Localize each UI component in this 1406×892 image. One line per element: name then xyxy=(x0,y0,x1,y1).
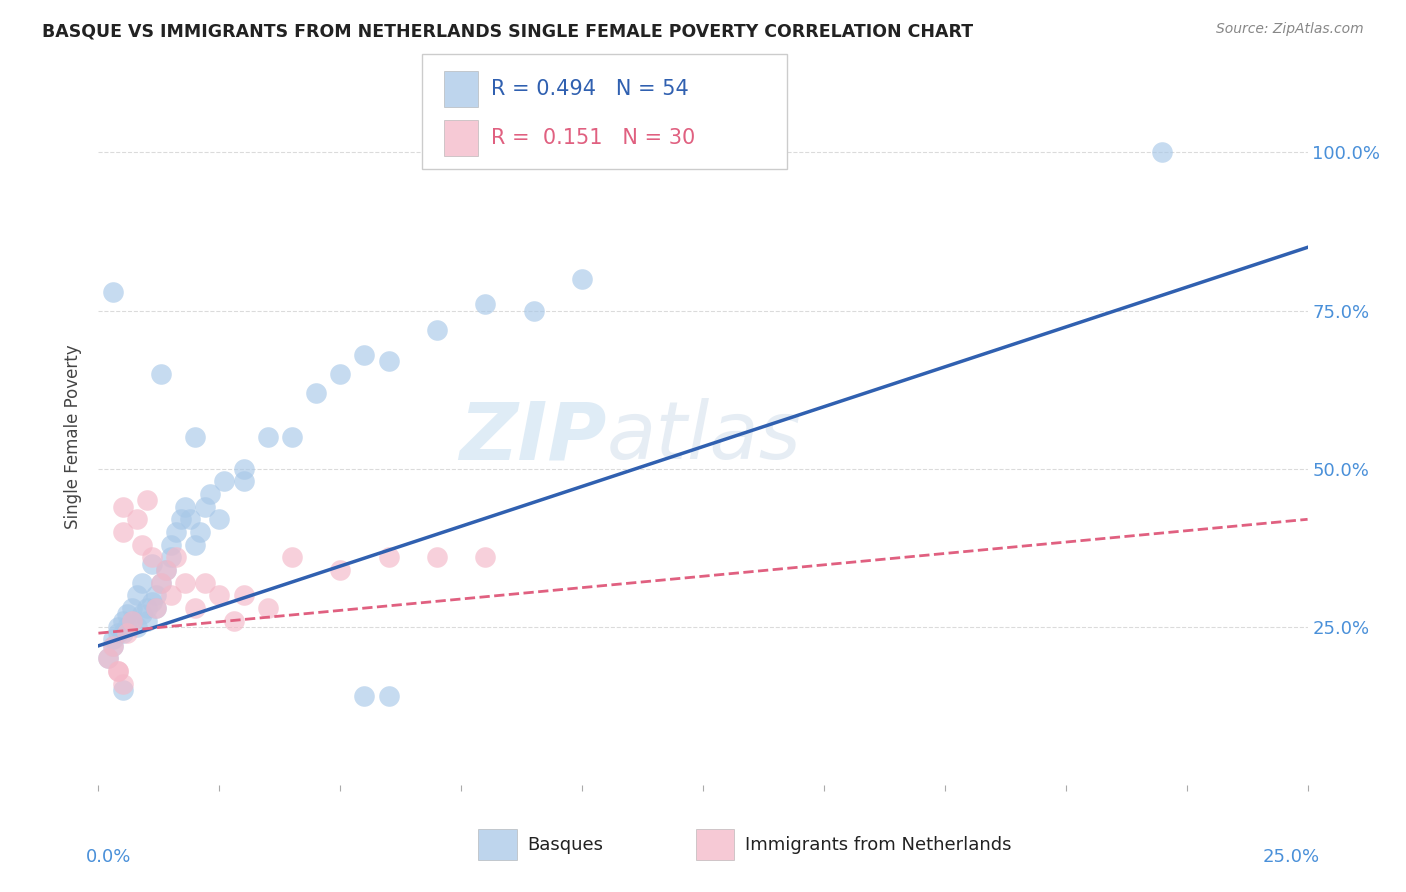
Text: BASQUE VS IMMIGRANTS FROM NETHERLANDS SINGLE FEMALE POVERTY CORRELATION CHART: BASQUE VS IMMIGRANTS FROM NETHERLANDS SI… xyxy=(42,22,973,40)
Point xyxy=(474,550,496,565)
Point xyxy=(117,620,139,634)
Point xyxy=(127,512,149,526)
Point xyxy=(117,607,139,622)
Text: 0.0%: 0.0% xyxy=(86,847,132,865)
Point xyxy=(111,614,134,628)
Point xyxy=(174,500,197,514)
Point xyxy=(222,614,245,628)
Text: Immigrants from Netherlands: Immigrants from Netherlands xyxy=(745,836,1012,854)
Point xyxy=(145,600,167,615)
Point xyxy=(150,575,173,590)
Point xyxy=(135,600,157,615)
Point xyxy=(160,538,183,552)
Point xyxy=(184,600,207,615)
Point xyxy=(150,575,173,590)
Point xyxy=(377,690,399,704)
Point xyxy=(107,664,129,678)
Point xyxy=(160,588,183,602)
Point xyxy=(194,575,217,590)
Point xyxy=(1152,145,1174,160)
Text: ZIP: ZIP xyxy=(458,398,606,476)
Point xyxy=(571,272,593,286)
Text: Source: ZipAtlas.com: Source: ZipAtlas.com xyxy=(1216,22,1364,37)
Point xyxy=(127,620,149,634)
FancyBboxPatch shape xyxy=(696,830,734,860)
Point xyxy=(127,588,149,602)
Point xyxy=(141,594,163,608)
Point xyxy=(353,348,375,362)
Point xyxy=(121,614,143,628)
Point xyxy=(101,285,124,299)
Point xyxy=(121,614,143,628)
Point xyxy=(208,588,231,602)
Point xyxy=(160,550,183,565)
Point xyxy=(329,367,352,381)
Point xyxy=(179,512,201,526)
Point xyxy=(111,626,134,640)
Point xyxy=(256,600,278,615)
Point xyxy=(111,677,134,691)
Point xyxy=(194,500,217,514)
Point xyxy=(131,607,153,622)
Point xyxy=(111,500,134,514)
Point xyxy=(188,524,211,539)
Point xyxy=(150,367,173,381)
Point xyxy=(141,550,163,565)
Point xyxy=(305,385,328,400)
Point xyxy=(117,626,139,640)
Point xyxy=(281,430,304,444)
Point xyxy=(107,620,129,634)
Point xyxy=(353,690,375,704)
Point xyxy=(184,430,207,444)
Point xyxy=(101,632,124,647)
Point xyxy=(145,600,167,615)
Point xyxy=(208,512,231,526)
Point xyxy=(281,550,304,565)
Point xyxy=(97,651,120,665)
Point xyxy=(107,664,129,678)
Point xyxy=(141,557,163,571)
Text: atlas: atlas xyxy=(606,398,801,476)
Point xyxy=(107,626,129,640)
Point xyxy=(111,524,134,539)
Point xyxy=(232,588,254,602)
Text: R = 0.494   N = 54: R = 0.494 N = 54 xyxy=(491,79,689,99)
Point xyxy=(232,475,254,489)
Point xyxy=(474,297,496,311)
Text: 25.0%: 25.0% xyxy=(1263,847,1320,865)
Point xyxy=(198,487,221,501)
Point xyxy=(174,575,197,590)
Point xyxy=(377,354,399,368)
Point xyxy=(121,600,143,615)
Point xyxy=(256,430,278,444)
Point xyxy=(135,493,157,508)
Point xyxy=(97,651,120,665)
Point xyxy=(165,524,187,539)
Point xyxy=(212,475,235,489)
FancyBboxPatch shape xyxy=(478,830,517,860)
Point xyxy=(155,563,177,577)
Point xyxy=(426,550,449,565)
Point xyxy=(329,563,352,577)
Y-axis label: Single Female Poverty: Single Female Poverty xyxy=(65,345,83,529)
Point xyxy=(377,550,399,565)
Text: Basques: Basques xyxy=(527,836,603,854)
Point xyxy=(131,575,153,590)
Point xyxy=(131,538,153,552)
Point xyxy=(111,683,134,698)
Text: R =  0.151   N = 30: R = 0.151 N = 30 xyxy=(491,128,695,148)
Point xyxy=(101,639,124,653)
Point xyxy=(523,303,546,318)
Point xyxy=(165,550,187,565)
Point xyxy=(145,588,167,602)
Point xyxy=(169,512,191,526)
Point xyxy=(155,563,177,577)
Point xyxy=(426,322,449,336)
Point xyxy=(101,639,124,653)
Point xyxy=(184,538,207,552)
Point xyxy=(135,614,157,628)
Point xyxy=(232,461,254,475)
